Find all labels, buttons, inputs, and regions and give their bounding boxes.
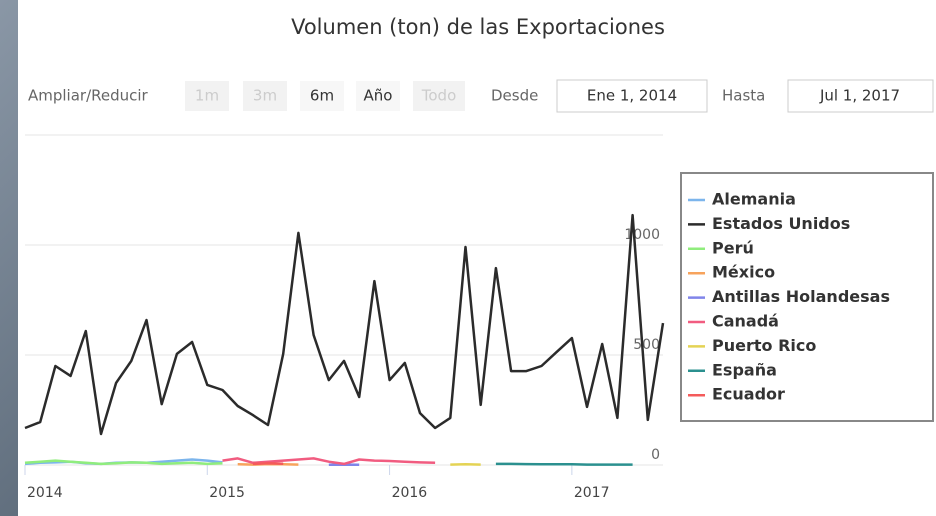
from-label: Desde [491,87,538,105]
x-tick-label: 2015 [209,485,245,501]
x-tick-label: 2017 [574,485,610,501]
chart-title: Volumen (ton) de las Exportaciones [291,15,665,39]
legend-box [680,172,934,422]
legend-item[interactable]: Estados Unidos [712,214,850,233]
range-button-label[interactable]: 6m [310,87,334,105]
range-button [243,81,287,111]
series-line [24,213,665,436]
legend-item[interactable]: Canadá [712,312,779,331]
from-input[interactable] [556,79,708,113]
legend-item[interactable]: Alemania [712,190,796,209]
range-button-label[interactable]: Año [364,87,393,105]
to-label: Hasta [722,87,765,105]
legend-item[interactable]: Ecuador [712,385,785,404]
from-value[interactable]: Ene 1, 2014 [587,87,677,105]
range-button-label: 1m [195,87,219,105]
series-line [495,462,633,466]
y-tick-label: 0 [651,447,660,463]
to-input[interactable] [787,79,934,113]
range-button[interactable] [356,81,400,111]
legend-item[interactable]: España [712,360,777,379]
x-tick-label: 2014 [27,485,63,501]
legend-item[interactable]: Antillas Holandesas [712,287,890,306]
legend-item[interactable]: Perú [712,238,754,257]
range-button [413,81,465,111]
x-tick-label: 2016 [392,485,428,501]
zoom-label: Ampliar/Reducir [28,87,149,105]
series-line [252,461,284,466]
range-button[interactable] [300,81,344,111]
to-value[interactable]: Jul 1, 2017 [819,87,900,105]
series-line [24,459,223,466]
range-button-label: Todo [421,87,457,105]
legend-item[interactable]: Puerto Rico [712,336,816,355]
range-button [185,81,229,111]
range-button-label: 3m [253,87,277,105]
legend-item[interactable]: México [712,263,775,282]
y-tick-label: 500 [633,337,660,353]
